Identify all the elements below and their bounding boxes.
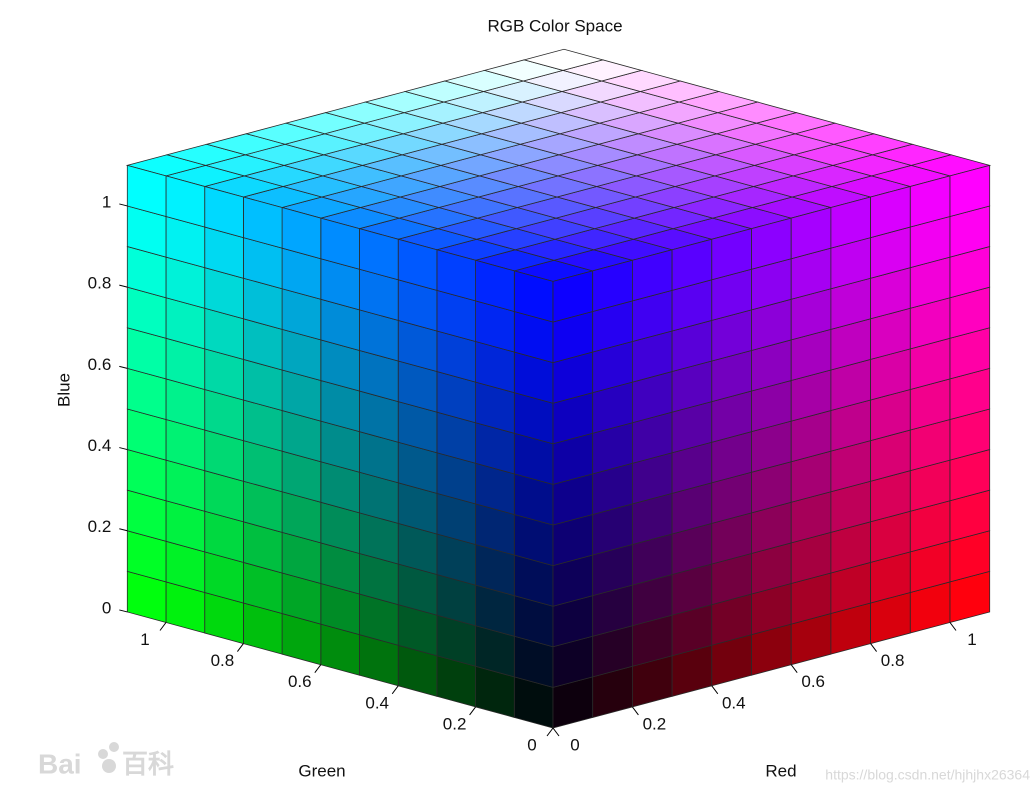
blue-tick-label: 0.8 [88, 274, 112, 293]
watermark-icon [98, 749, 108, 759]
baidu-watermark: Bai 百科 [38, 742, 174, 779]
cube-cell [949, 164, 991, 218]
blue-tick [119, 447, 128, 451]
watermark-url: https://blog.csdn.net/hjhjhx26364 [825, 767, 1030, 783]
chart-title: RGB Color Space [487, 16, 622, 35]
red-tick-label: 0.4 [722, 693, 746, 712]
blue-tick-label: 1 [102, 192, 111, 211]
cube [125, 48, 992, 729]
axis-label-red: Red [765, 761, 796, 780]
green-tick-label: 0.6 [288, 672, 312, 691]
red-tick-label: 0.2 [643, 714, 667, 733]
cube-cell [522, 48, 605, 71]
watermark-text: Bai [38, 748, 82, 779]
red-tick-label: 0 [570, 735, 579, 754]
watermark-icon [102, 759, 116, 773]
blue-tick [119, 284, 128, 288]
green-tick [469, 706, 477, 716]
blue-tick [119, 203, 128, 207]
green-tick-label: 1 [140, 630, 149, 649]
green-tick-label: 0.4 [365, 693, 389, 712]
blue-tick-label: 0.4 [88, 436, 112, 455]
green-tick [236, 643, 244, 652]
green-tick-label: 0.2 [443, 714, 467, 733]
axis-label-blue: Blue [54, 373, 73, 407]
red-tick [870, 643, 877, 652]
red-tick [552, 727, 560, 737]
red-tick-label: 0.8 [881, 651, 905, 670]
red-tick [711, 685, 719, 695]
green-tick [391, 685, 399, 695]
blue-tick-label: 0 [102, 598, 111, 617]
axis-label-green: Green [298, 761, 345, 780]
green-tick [314, 664, 322, 674]
blue-tick [119, 528, 128, 532]
cube-cell [126, 164, 167, 218]
green-tick [159, 622, 167, 631]
red-tick-label: 0.6 [801, 672, 825, 691]
blue-tick-label: 0.2 [88, 517, 112, 536]
watermark-text: 百科 [122, 749, 174, 779]
green-tick [546, 727, 554, 737]
red-tick [949, 622, 957, 631]
blue-tick-label: 0.6 [88, 355, 112, 374]
blue-tick [119, 365, 128, 369]
red-tick-label: 1 [967, 630, 976, 649]
red-tick [632, 706, 639, 716]
red-tick [790, 664, 798, 674]
green-tick-label: 0 [527, 735, 536, 754]
blue-tick [119, 609, 128, 613]
green-tick-label: 0.8 [211, 651, 235, 670]
watermark-icon [109, 742, 119, 752]
